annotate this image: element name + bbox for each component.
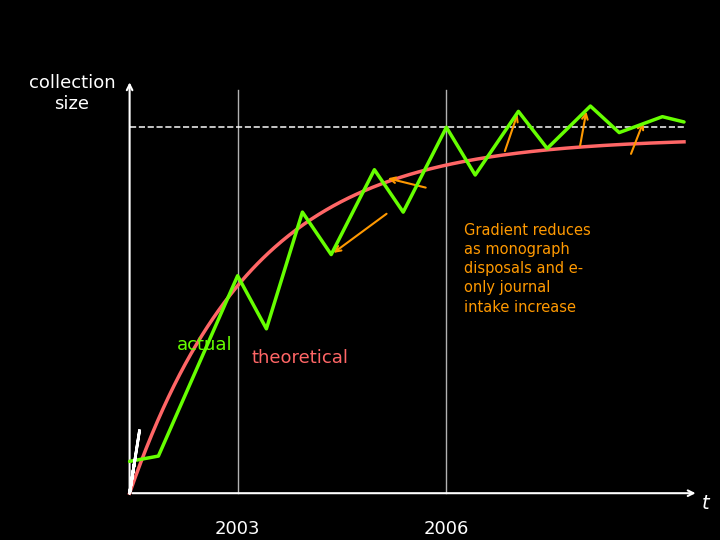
Text: actual: actual [176,336,232,354]
Text: 2003: 2003 [215,519,261,538]
Text: theoretical: theoretical [252,349,349,367]
Text: collection
size: collection size [29,74,115,113]
Text: t: t [702,494,709,514]
Text: 2006: 2006 [423,519,469,538]
Text: Gradient reduces
as monograph
disposals and e-
only journal
intake increase: Gradient reduces as monograph disposals … [464,222,591,314]
